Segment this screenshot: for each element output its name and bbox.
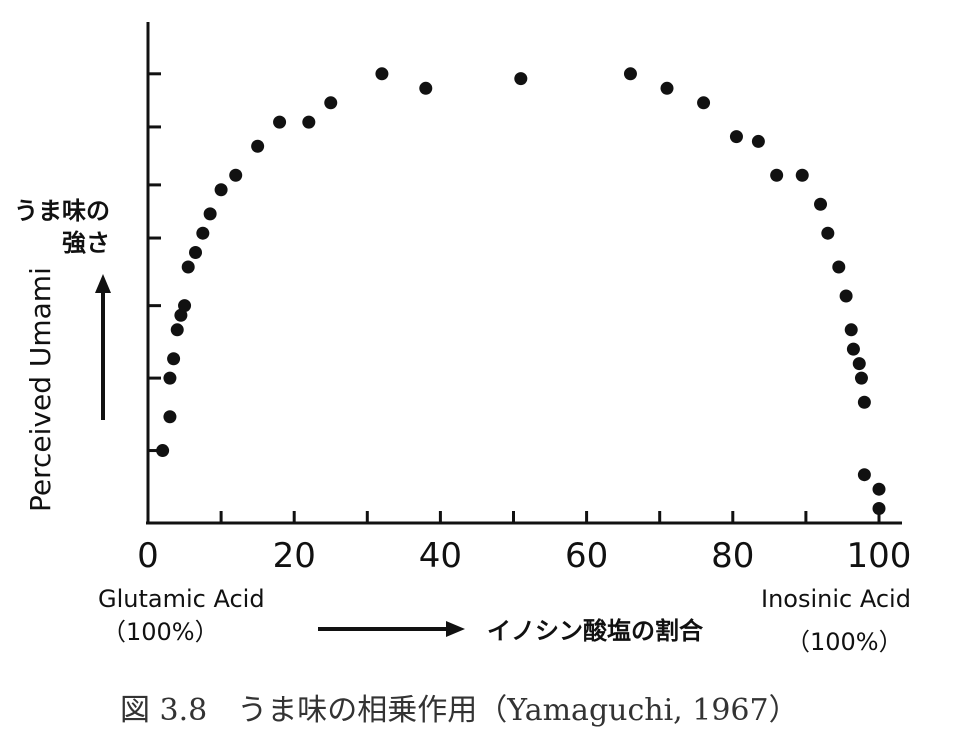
data-point (324, 96, 338, 110)
data-point (514, 72, 528, 86)
data-points (156, 67, 886, 516)
data-point (419, 81, 433, 95)
data-point (251, 139, 265, 153)
data-point (163, 410, 177, 424)
data-point (846, 342, 860, 356)
data-point (181, 260, 195, 274)
data-point (751, 134, 765, 148)
x-tick-label: 0 (137, 536, 159, 576)
y-axis-label: Perceived Umami (24, 267, 57, 512)
data-point (854, 371, 868, 385)
data-point (214, 183, 228, 197)
data-point (189, 246, 203, 260)
data-point (170, 323, 184, 337)
data-point (844, 323, 858, 337)
data-point (852, 357, 866, 371)
up-arrow-icon (95, 274, 111, 420)
data-point (163, 371, 177, 385)
data-point (832, 260, 846, 274)
data-point (872, 482, 886, 496)
x-tick-label: 80 (711, 536, 754, 576)
data-point (375, 67, 389, 81)
y-axis-label-ja-line1: うま味の (14, 197, 110, 225)
data-point (795, 168, 809, 182)
data-point (857, 395, 871, 409)
figure-caption: 図 3.8 うま味の相乗作用（Yamaguchi, 1967） (120, 693, 799, 728)
x-tick-label: 40 (419, 536, 462, 576)
data-point (814, 197, 828, 211)
right-arrow-icon (318, 621, 465, 637)
data-point (857, 468, 871, 482)
data-point (770, 168, 784, 182)
data-point (729, 130, 743, 144)
data-point (660, 81, 674, 95)
data-point (178, 299, 192, 313)
x-left-percent: （100%） (102, 618, 219, 646)
data-point (623, 67, 637, 81)
x-tick-label: 60 (565, 536, 608, 576)
x-axis-label: イノシン酸塩の割合 (487, 617, 704, 645)
x-ticks (219, 511, 881, 523)
data-point (839, 289, 853, 303)
y-axis-label-ja-line2: 強さ (62, 229, 110, 257)
x-right-percent: （100%） (786, 628, 903, 656)
data-point (697, 96, 711, 110)
data-point (872, 502, 886, 516)
data-point (167, 352, 181, 366)
y-ticks (148, 72, 161, 453)
x-tick-label: 100 (847, 536, 912, 576)
data-point (821, 226, 835, 240)
x-tick-label: 20 (273, 536, 316, 576)
data-point (273, 115, 287, 129)
x-right-label: Inosinic Acid (761, 585, 911, 613)
data-point (196, 226, 210, 240)
data-point (229, 168, 243, 182)
x-left-label: Glutamic Acid (98, 585, 265, 613)
data-point (302, 115, 316, 129)
data-point (156, 444, 170, 458)
x-tick-labels: 0 20 40 60 80 100 (137, 536, 911, 576)
data-point (203, 207, 217, 221)
